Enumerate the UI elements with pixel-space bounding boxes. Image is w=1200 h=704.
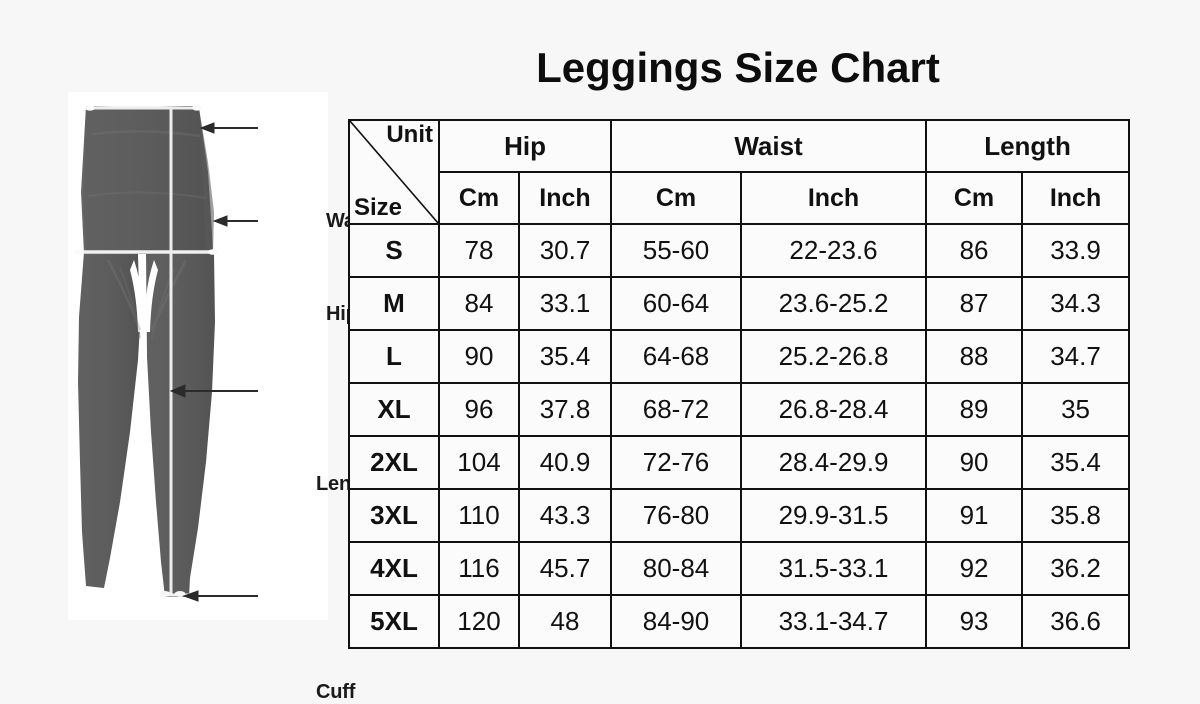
cell-length-inch: 36.6: [1021, 594, 1131, 649]
table-row: 4XL 116 45.7 80-84 31.5-33.1 92 36.2: [348, 541, 1131, 596]
table-row: 3XL 110 43.3 76-80 29.9-31.5 91 35.8: [348, 488, 1131, 543]
cell-hip-cm: 96: [438, 382, 520, 437]
cell-hip-cm: 90: [438, 329, 520, 384]
cell-hip-cm: 84: [438, 276, 520, 331]
cell-waist-cm: 72-76: [610, 435, 743, 490]
cell-waist-inch: 25.2-26.8: [740, 329, 928, 384]
table-row: 5XL 120 48 84-90 33.1-34.7 93 36.6: [348, 594, 1131, 649]
table-row: M 84 33.1 60-64 23.6-25.2 87 34.3: [348, 276, 1131, 331]
leader-lines: [169, 122, 258, 602]
cell-hip-inch: 35.4: [517, 329, 613, 384]
cell-length-cm: 86: [925, 223, 1024, 278]
cell-waist-cm: 84-90: [610, 594, 743, 649]
cell-length-inch: 34.7: [1021, 329, 1131, 384]
corner-size-label: Size: [354, 194, 403, 221]
group-header-row: Unit Size Hip Waist Length: [348, 119, 1131, 225]
cell-length-inch: 35: [1021, 382, 1131, 437]
callout-label-cuff: Cuff: [316, 681, 356, 703]
leggings-illustration-panel: Waist Hips Length Cuff: [68, 92, 382, 703]
table-row: XL 96 37.8 68-72 26.8-28.4 89 35: [348, 382, 1131, 437]
cell-length-cm: 88: [925, 329, 1024, 384]
cell-length-cm: 92: [925, 541, 1024, 596]
unit-header-length-inch: Inch: [1021, 171, 1131, 225]
size-chart-table: Unit Size Hip Waist Length Cm Inch Cm In…: [348, 119, 1131, 649]
group-header-length: Length: [925, 119, 1131, 173]
cell-length-inch: 35.4: [1021, 435, 1131, 490]
cell-hip-inch: 48: [517, 594, 613, 649]
cell-waist-cm: 80-84: [610, 541, 743, 596]
cell-size: M: [348, 276, 440, 331]
table-body: S 78 30.7 55-60 22-23.6 86 33.9 M 84 33.1 60-64 23.…: [348, 223, 1131, 649]
cell-length-cm: 91: [925, 488, 1024, 543]
cell-hip-cm: 110: [438, 488, 520, 543]
cell-waist-cm: 76-80: [610, 488, 743, 543]
cell-hip-inch: 45.7: [517, 541, 613, 596]
cell-hip-cm: 116: [438, 541, 520, 596]
cell-waist-cm: 55-60: [610, 223, 743, 278]
cell-length-inch: 34.3: [1021, 276, 1131, 331]
unit-header-waist-inch: Inch: [740, 171, 928, 225]
table-row: S 78 30.7 55-60 22-23.6 86 33.9: [348, 223, 1131, 278]
unit-header-hip-inch: Inch: [517, 171, 613, 225]
cell-hip-cm: 78: [438, 223, 520, 278]
corner-cell-unit-size: Unit Size: [348, 119, 440, 225]
leggings-diagram: [74, 105, 258, 602]
cell-length-cm: 90: [925, 435, 1024, 490]
cell-hip-inch: 43.3: [517, 488, 613, 543]
cell-waist-cm: 60-64: [610, 276, 743, 331]
unit-header-length-cm: Cm: [925, 171, 1024, 225]
page-title: Leggings Size Chart: [536, 44, 940, 91]
cell-size: 2XL: [348, 435, 440, 490]
cell-hip-inch: 37.8: [517, 382, 613, 437]
cell-waist-inch: 31.5-33.1: [740, 541, 928, 596]
cell-waist-inch: 29.9-31.5: [740, 488, 928, 543]
cell-size: 4XL: [348, 541, 440, 596]
cell-size: 5XL: [348, 594, 440, 649]
leggings-body-shape: [78, 106, 215, 597]
cell-waist-inch: 33.1-34.7: [740, 594, 928, 649]
cell-waist-inch: 22-23.6: [740, 223, 928, 278]
cell-size: 3XL: [348, 488, 440, 543]
cell-length-inch: 35.8: [1021, 488, 1131, 543]
unit-header-row: Cm Inch Cm Inch Cm Inch: [349, 171, 1131, 225]
cell-hip-cm: 120: [438, 594, 520, 649]
cell-hip-inch: 40.9: [517, 435, 613, 490]
cell-length-cm: 93: [925, 594, 1024, 649]
group-header-hip: Hip: [437, 119, 613, 173]
cell-length-inch: 33.9: [1021, 223, 1131, 278]
cell-waist-cm: 68-72: [610, 382, 743, 437]
cell-length-cm: 87: [925, 276, 1024, 331]
table-row: 2XL 104 40.9 72-76 28.4-29.9 90 35.4: [348, 435, 1131, 490]
cell-length-cm: 89: [925, 382, 1024, 437]
corner-diagonal-icon: [350, 121, 438, 223]
cell-hip-inch: 30.7: [517, 223, 613, 278]
cell-waist-inch: 23.6-25.2: [740, 276, 928, 331]
unit-header-waist-cm: Cm: [610, 171, 743, 225]
cell-size: XL: [348, 382, 440, 437]
cell-hip-inch: 33.1: [517, 276, 613, 331]
cell-waist-cm: 64-68: [610, 329, 743, 384]
measurement-guides: [74, 105, 218, 597]
cell-waist-inch: 26.8-28.4: [740, 382, 928, 437]
group-header-waist: Waist: [610, 119, 928, 173]
corner-unit-label: Unit: [386, 121, 433, 148]
table-header: Unit Size Hip Waist Length Cm Inch Cm In…: [348, 119, 1131, 225]
size-chart-container: Unit Size Hip Waist Length Cm Inch Cm In…: [348, 119, 1131, 649]
cell-size: S: [348, 223, 440, 278]
cell-length-inch: 36.2: [1021, 541, 1131, 596]
unit-header-hip-cm: Cm: [438, 171, 520, 225]
table-row: L 90 35.4 64-68 25.2-26.8 88 34.7: [348, 329, 1131, 384]
cell-size: L: [348, 329, 440, 384]
cell-hip-cm: 104: [438, 435, 520, 490]
cell-waist-inch: 28.4-29.9: [740, 435, 928, 490]
